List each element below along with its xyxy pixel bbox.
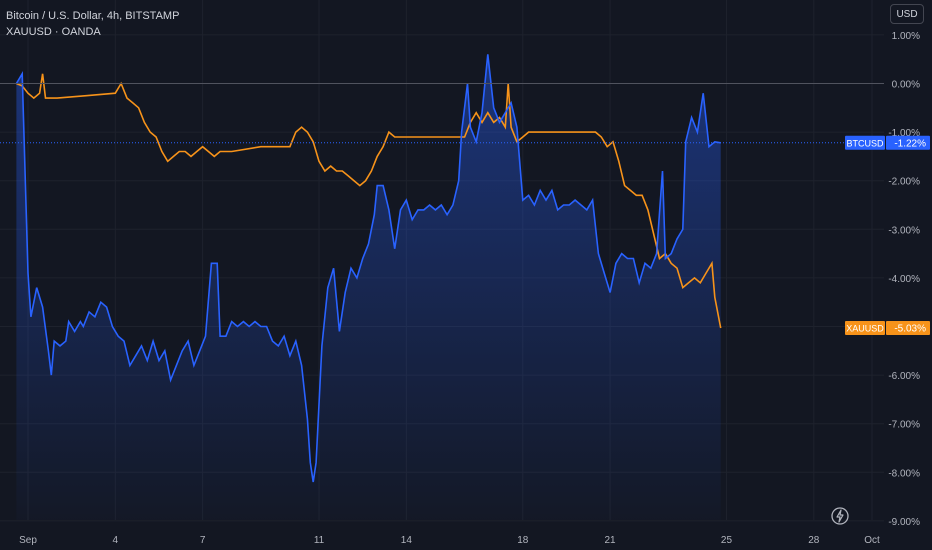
x-axis: Sep 4 7 11 14 18 21 25 28 Oct [19,535,880,546]
y-tick-label-2: -1.00% [888,128,920,139]
chart-legend: Bitcoin / U.S. Dollar, 4h, BITSTAMP XAUU… [6,8,179,40]
x-tick-label-4: 14 [401,535,413,546]
y-tick-label-7: -6.00% [888,371,920,382]
series-name-label-btcusd: BTCUSD [846,138,884,148]
series-value-label-xauusd: -5.03% [894,323,926,334]
series-name-tag-xauusd [845,320,885,335]
x-tick-label-2: 7 [200,535,206,546]
x-tick-label-6: 21 [605,535,617,546]
x-tick-label-0: Sep [19,535,37,546]
currency-button[interactable]: USD [890,4,924,24]
y-tick-label-8: -7.00% [888,420,920,431]
series-name-label-xauusd: XAUUSD [846,323,884,333]
y-tick-label-5: -4.00% [888,274,920,285]
x-tick-label-9: Oct [864,535,880,546]
series-value-tag-xauusd [886,320,930,335]
series-line-xauusd [16,73,722,329]
series-last-labels: BTCUSD -1.22% XAUUSD -5.03% [845,135,930,335]
y-tick-label-0: 1.00% [892,31,920,42]
y-tick-label-9: -8.00% [888,468,920,479]
series-name-tag-btcusd [845,135,885,150]
x-tick-label-7: 25 [721,535,733,546]
x-tick-label-3: 11 [314,535,325,546]
y-tick-label-10: -9.00% [888,517,920,528]
y-axis: 1.00%0.00%-1.00%-2.00%-3.00%-4.00%-5.00%… [888,31,920,528]
y-tick-label-1: 0.00% [892,80,920,91]
y-tick-label-3: -2.00% [888,177,920,188]
series-value-label-btcusd: -1.22% [894,138,926,149]
legend-line-xau[interactable]: XAUUSD · OANDA [6,26,101,38]
x-tick-label-8: 28 [808,535,820,546]
x-tick-label-5: 18 [517,535,529,546]
series-line-btcusd [15,54,721,483]
x-tick-label-1: 4 [113,535,119,546]
y-tick-label-4: -3.00% [888,225,920,236]
legend-line-btc[interactable]: Bitcoin / U.S. Dollar, 4h, BITSTAMP [6,10,180,22]
series-value-tag-btcusd [886,135,930,150]
btc-area-fill [16,54,721,521]
lightning-icon[interactable] [830,506,850,526]
